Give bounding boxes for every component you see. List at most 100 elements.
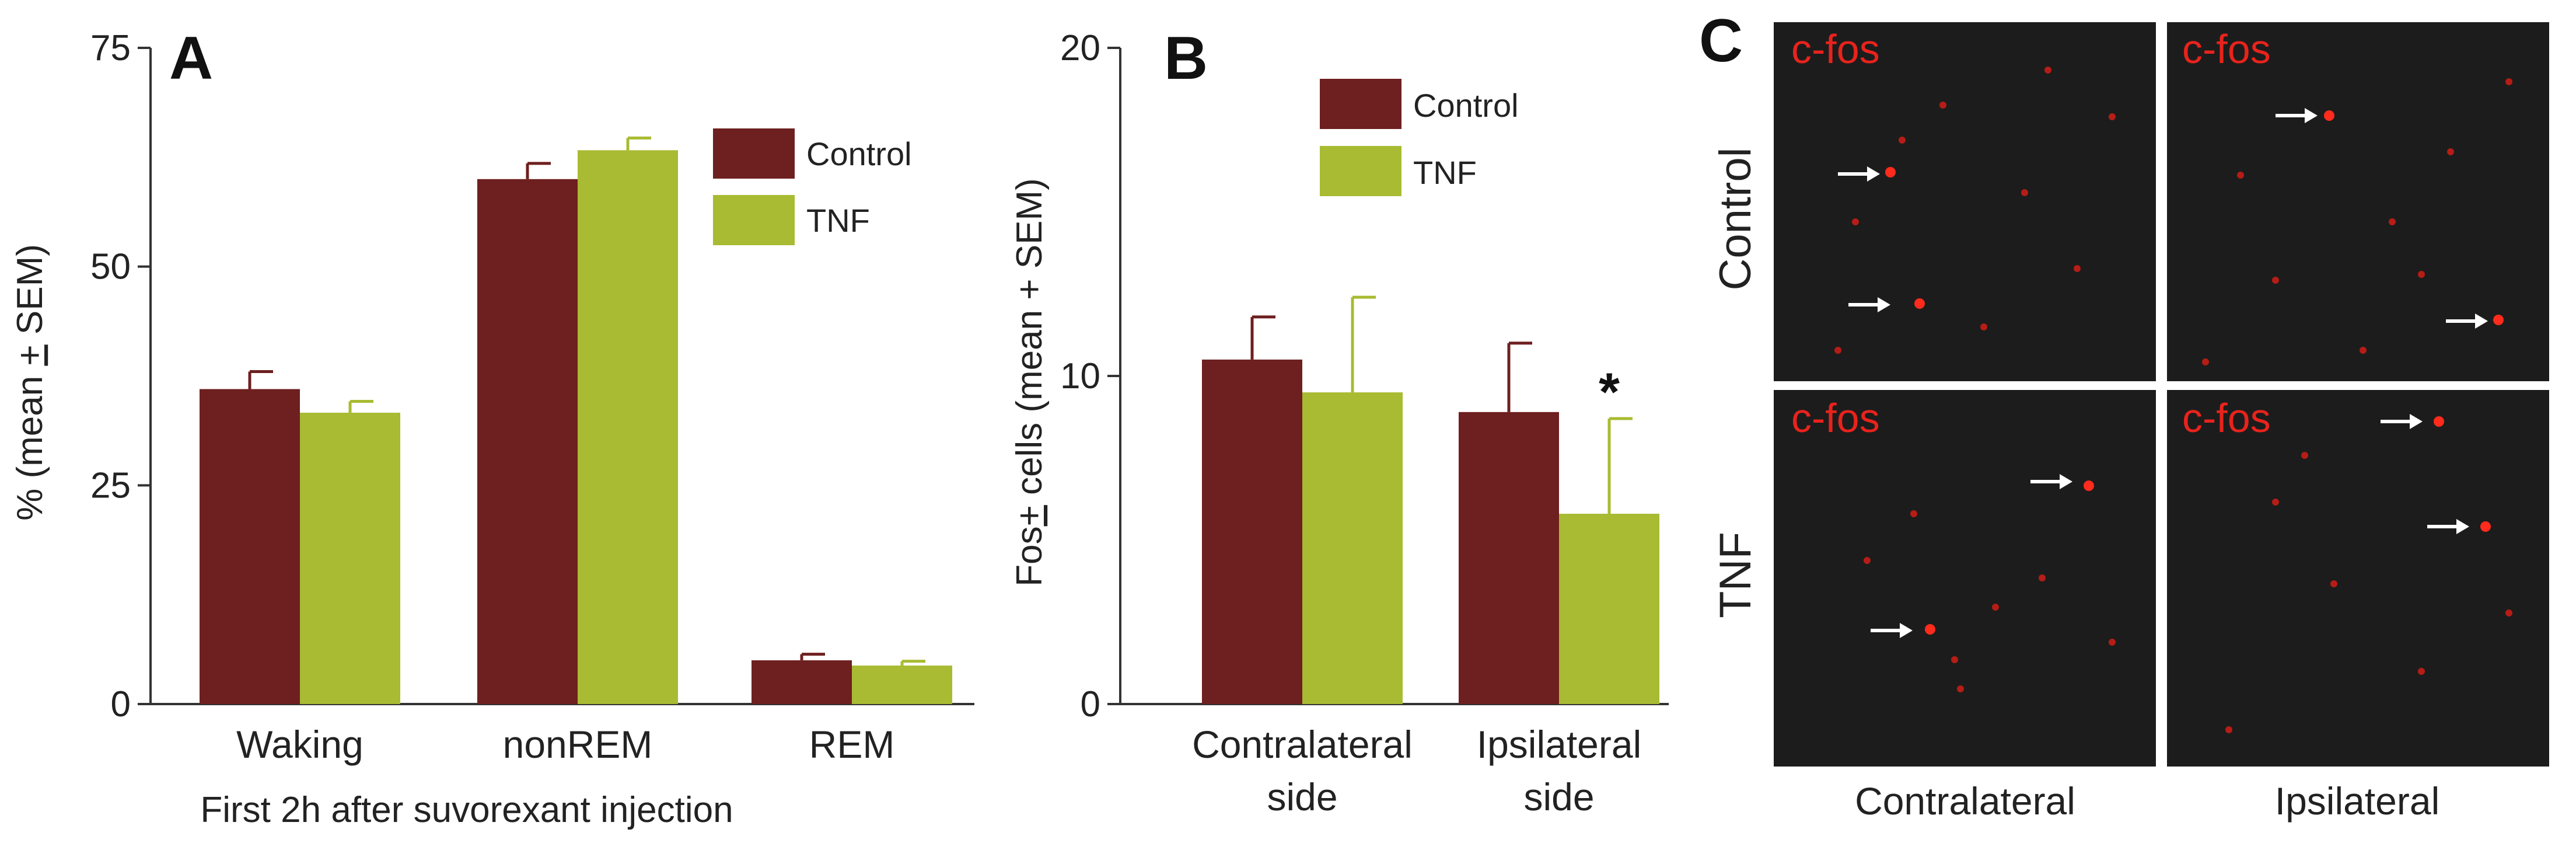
legend-b-swatch-tnf <box>1320 146 1401 196</box>
fos-cell-dot <box>2418 668 2425 675</box>
category-label: REM <box>809 723 895 766</box>
bar-nonrem-control <box>477 179 578 704</box>
panel-a-bars <box>200 136 952 704</box>
fos-positive-cells <box>1834 67 2116 354</box>
panel-a-bar-chart: A % (mean + SEM) First 2h after suvorexa… <box>10 25 974 830</box>
fos-cell-dot <box>1951 656 1958 663</box>
category-label: Waking <box>236 723 363 766</box>
category-label: Contralateral <box>1192 723 1413 766</box>
fos-cell-dot <box>2272 277 2279 284</box>
panel-c-letter: C <box>1699 7 1743 75</box>
bar-ipsilateral-side-control <box>1459 412 1559 704</box>
y-tick-label: 0 <box>111 684 131 724</box>
panel-b-category-labels: Contralateral side Ipsilateral side <box>1192 723 1641 818</box>
micrograph-background <box>2167 22 2549 381</box>
micrograph-label: c-fos <box>1791 395 1880 441</box>
arrow-icon <box>2446 313 2488 329</box>
panel-b-significance-marker: * <box>1599 363 1620 422</box>
category-label: Ipsilateral <box>1477 723 1641 766</box>
panel-c-micrographs: C Control TNF Contralateral Ipsilateral … <box>1699 7 2549 823</box>
fos-cell-dot <box>2021 189 2028 196</box>
panel-a-y-ticks: 0 25 50 75 <box>90 28 151 724</box>
y-tick-label: 50 <box>90 247 131 287</box>
panel-b-y-ticks: 0 10 20 <box>1060 28 1120 724</box>
micrograph-label: c-fos <box>1791 26 1880 72</box>
panel-b-bar-chart: B Fos+ cells (mean + SEM) 0 10 20 Contrala… <box>1009 25 1669 818</box>
fos-cell-dot <box>2360 347 2367 354</box>
category-label: side <box>1523 775 1594 818</box>
fos-cell-dot <box>2039 574 2046 581</box>
category-label: side <box>1267 775 1337 818</box>
fos-cell-dot <box>2505 609 2512 616</box>
legend-a-swatch-tnf <box>713 195 795 245</box>
fos-cell-dot <box>2480 521 2491 532</box>
arrow-icon <box>1838 166 1880 182</box>
row-label-tnf: TNF <box>1711 532 1760 618</box>
y-tick-label: 0 <box>1081 684 1100 724</box>
arrow-icon <box>2030 474 2072 489</box>
y-tick-label: 75 <box>90 28 131 68</box>
arrow-icon <box>2276 108 2318 123</box>
fos-cell-dot <box>2109 639 2116 646</box>
legend-a-swatch-control <box>713 128 795 179</box>
panel-a-letter: A <box>169 25 213 92</box>
panel-a-category-labels: Waking nonREM REM <box>236 723 894 766</box>
micrograph-tnf-ipsilateral: c-fos <box>2167 390 2549 767</box>
fos-cell-dot <box>2505 78 2512 85</box>
bar-nonrem-tnf <box>578 150 678 704</box>
micrograph-background <box>2167 390 2549 767</box>
fos-cell-dot <box>2237 172 2244 179</box>
fos-cell-dot <box>2330 580 2337 587</box>
fos-cell-dot <box>2044 67 2051 74</box>
fos-cell-dot <box>1834 347 1841 354</box>
fos-cell-dot <box>2301 452 2308 459</box>
fos-cell-dot <box>1899 137 1906 144</box>
fos-cell-dot <box>1939 102 1946 109</box>
row-label-control: Control <box>1711 148 1760 291</box>
y-tick-label: 25 <box>90 465 131 506</box>
category-label: nonREM <box>503 723 653 766</box>
arrow-icon <box>2427 519 2469 534</box>
bar-waking-tnf <box>300 412 400 704</box>
legend-a-label-control: Control <box>806 135 912 172</box>
bar-waking-control <box>200 389 300 704</box>
bar-contralateral-side-control <box>1202 359 1302 704</box>
micrograph-label: c-fos <box>2182 26 2271 72</box>
panel-b-letter: B <box>1164 25 1208 92</box>
fos-cell-dot <box>1852 218 1859 225</box>
fos-positive-cells <box>2202 78 2512 365</box>
fos-cell-dot <box>2225 726 2232 733</box>
fos-cell-dot <box>1885 167 1896 177</box>
fos-cell-dot <box>1910 510 1917 517</box>
fos-cell-dot <box>1864 557 1871 564</box>
y-tick-label: 10 <box>1060 356 1100 396</box>
legend-b-label-control: Control <box>1413 87 1519 124</box>
bar-rem-tnf <box>852 666 952 704</box>
fos-cell-dot <box>2084 480 2094 491</box>
fos-cell-dot <box>2109 113 2116 120</box>
micrograph-control-contralateral: c-fos <box>1774 22 2156 381</box>
panel-b-legend: Control TNF <box>1320 79 1519 196</box>
panel-a-x-axis-title: First 2h after suvorexant injection <box>200 790 733 830</box>
bar-rem-control <box>752 660 852 704</box>
fos-cell-dot <box>1914 298 1925 309</box>
micrograph-background <box>1774 22 2156 381</box>
legend-a-label-tnf: TNF <box>806 202 870 239</box>
fos-cell-dot <box>2324 110 2334 121</box>
legend-b-label-tnf: TNF <box>1413 154 1477 191</box>
fos-cell-dot <box>2434 416 2444 427</box>
column-label-ipsilateral: Ipsilateral <box>2275 779 2439 823</box>
fos-cell-dot <box>2418 271 2425 278</box>
micrograph-label: c-fos <box>2182 395 2271 441</box>
fos-cell-dot <box>2272 499 2279 506</box>
fos-cell-dot <box>2493 315 2504 325</box>
panel-b-bars <box>1202 295 1659 704</box>
panel-a-y-axis-title: % (mean + SEM) <box>10 244 50 521</box>
micrograph-tnf-contralateral: c-fos <box>1774 390 2156 767</box>
micrograph-control-ipsilateral: c-fos <box>2167 22 2549 381</box>
panel-b-y-axis-title: Fos+ cells (mean + SEM) <box>1009 178 1050 586</box>
legend-b-swatch-control <box>1320 79 1401 129</box>
fos-positive-cells <box>2225 416 2512 733</box>
fos-cell-dot <box>2447 148 2454 155</box>
bar-contralateral-side-tnf <box>1302 392 1403 704</box>
